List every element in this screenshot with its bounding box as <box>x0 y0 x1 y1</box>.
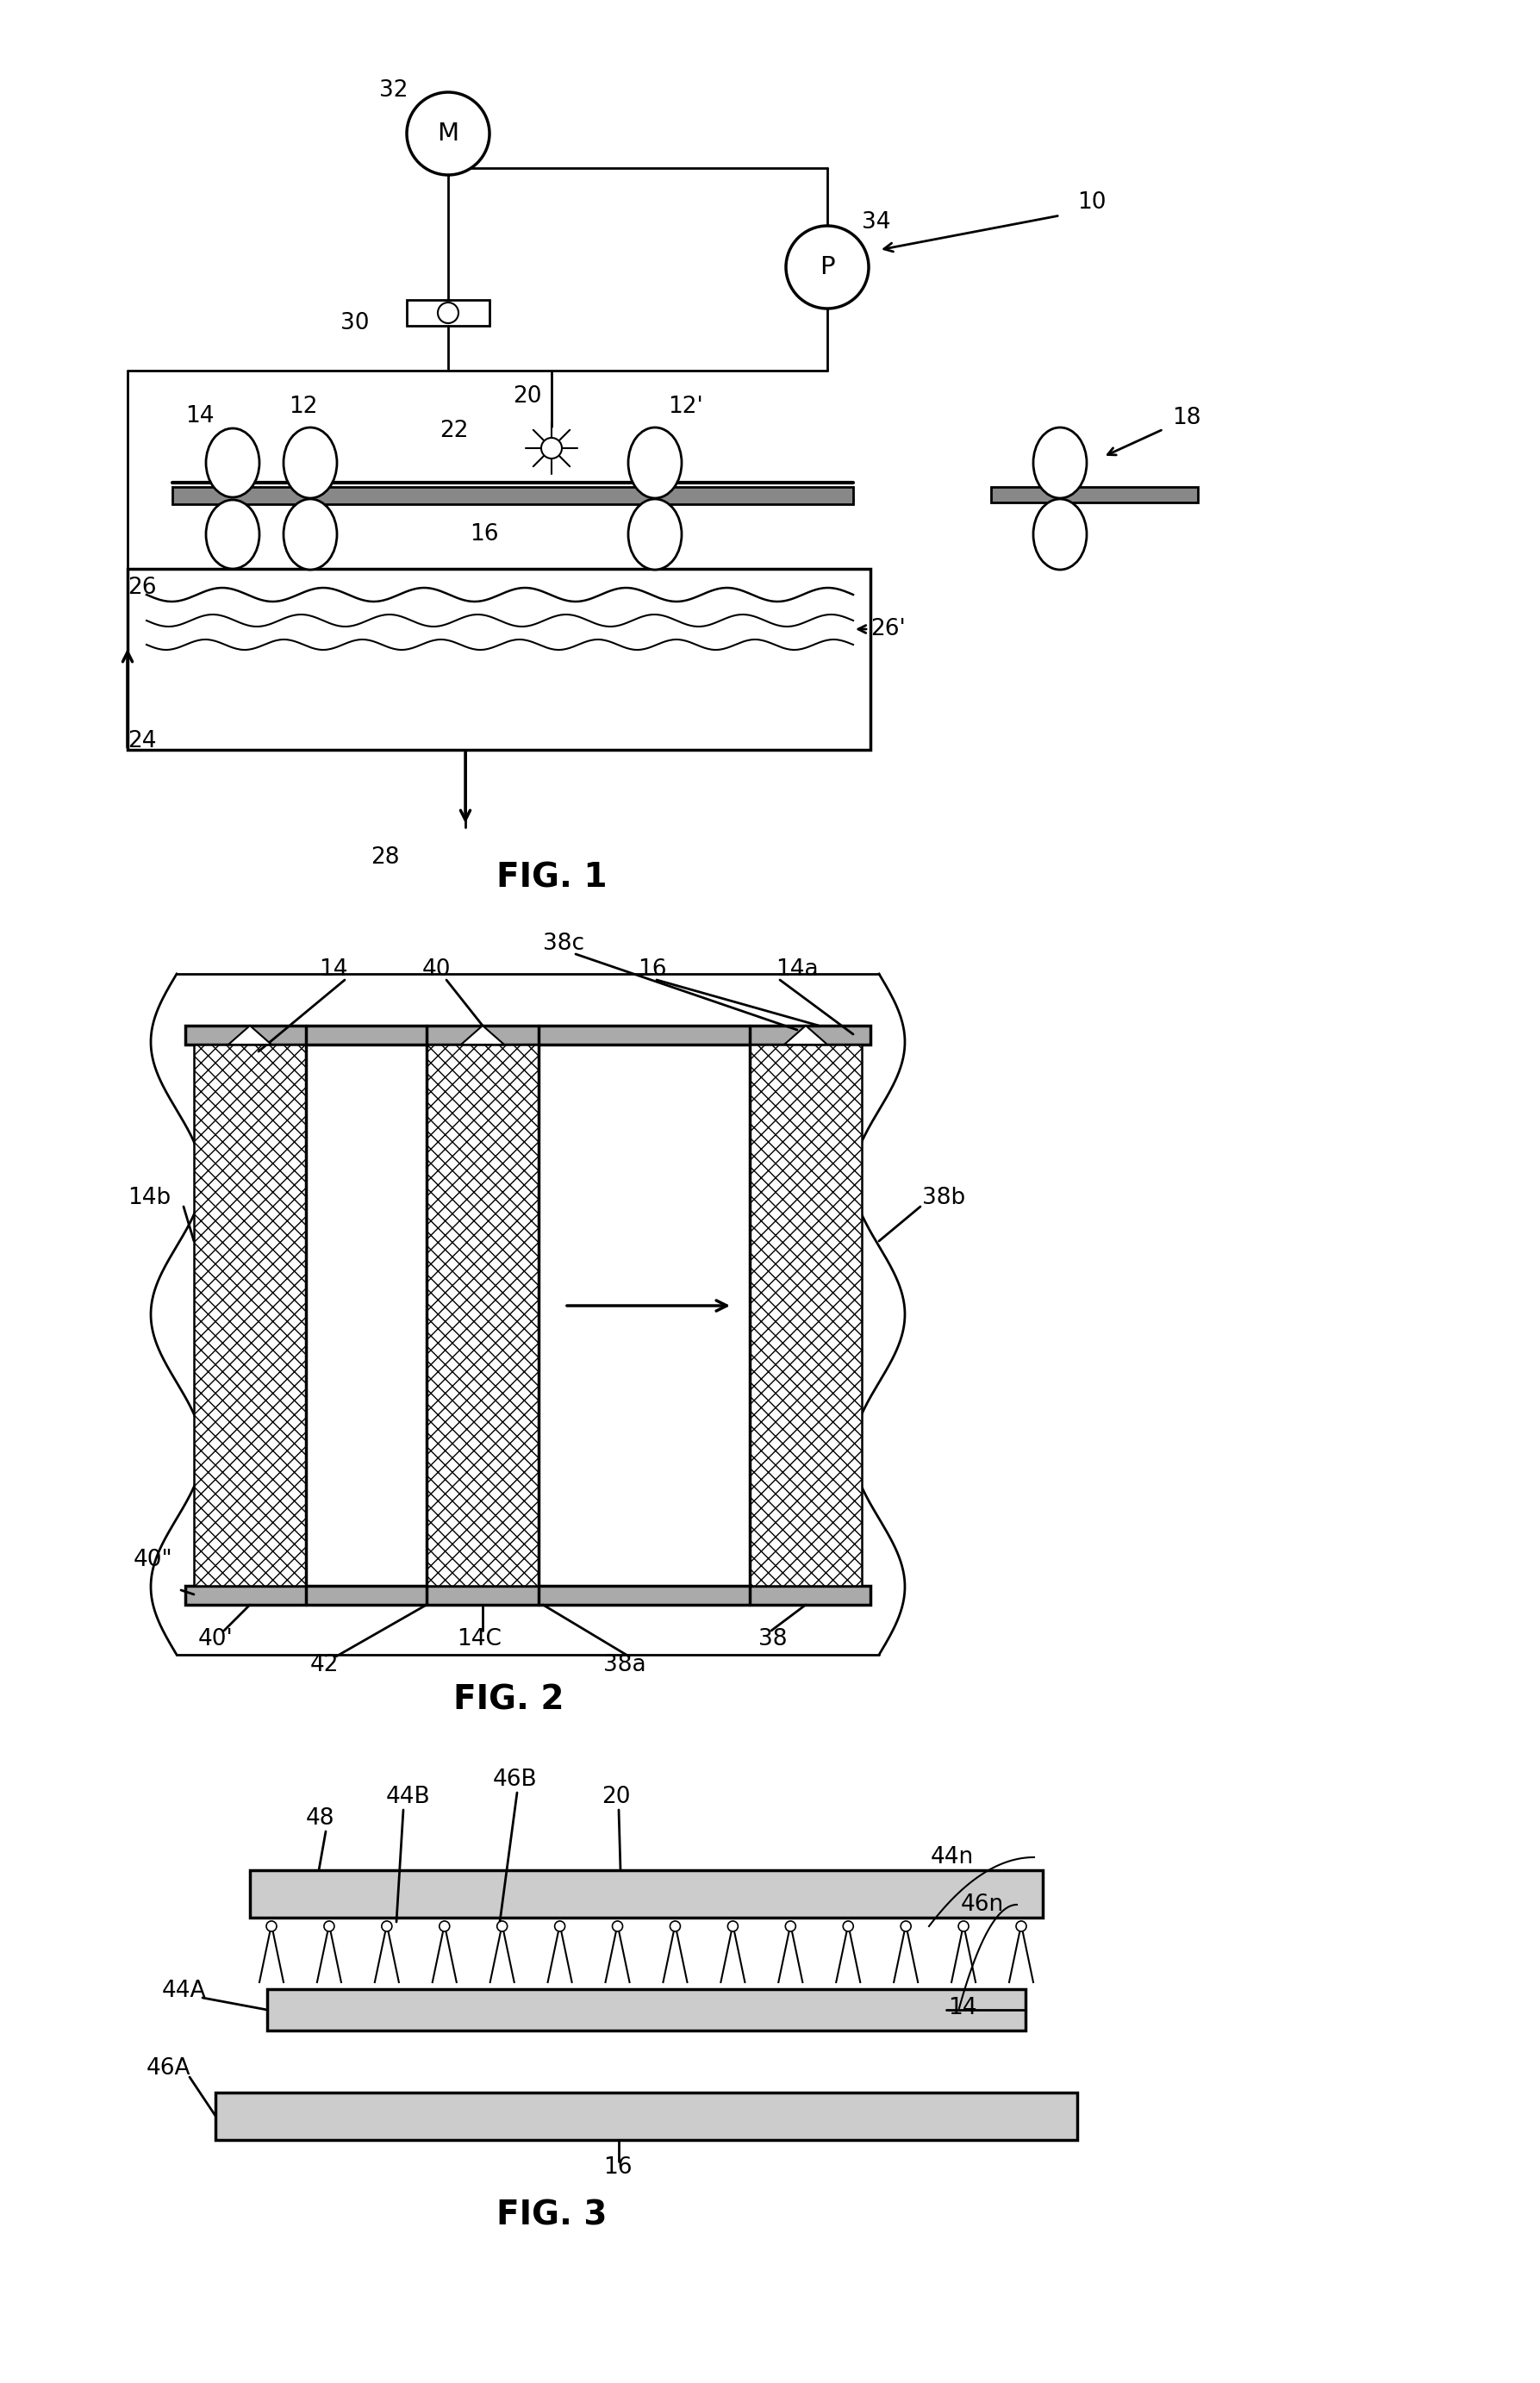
Text: 26: 26 <box>128 577 157 598</box>
Text: 46A: 46A <box>146 2057 191 2080</box>
Circle shape <box>323 1921 334 1930</box>
Text: 14b: 14b <box>128 1187 171 1208</box>
Circle shape <box>497 1921 507 1930</box>
Circle shape <box>437 303 459 324</box>
Text: 14C: 14C <box>457 1628 502 1651</box>
Text: 30: 30 <box>340 312 370 334</box>
Text: 40': 40' <box>199 1628 234 1651</box>
Text: 42: 42 <box>310 1654 339 1675</box>
Text: 26': 26' <box>870 617 906 641</box>
Text: 46n: 46n <box>961 1894 1004 1916</box>
Text: 40: 40 <box>422 958 451 982</box>
Text: 20: 20 <box>513 386 542 407</box>
Ellipse shape <box>628 498 682 570</box>
Circle shape <box>728 1921 738 1930</box>
Text: 20: 20 <box>602 1785 630 1809</box>
Circle shape <box>382 1921 393 1930</box>
Bar <box>266 1990 1026 2030</box>
Text: FIG. 2: FIG. 2 <box>453 1682 564 1716</box>
Bar <box>185 1585 870 1604</box>
Circle shape <box>670 1921 681 1930</box>
Text: 48: 48 <box>306 1806 334 1830</box>
Text: 28: 28 <box>371 846 399 870</box>
Text: 32: 32 <box>379 79 408 102</box>
Text: 14: 14 <box>185 405 214 427</box>
Circle shape <box>901 1921 912 1930</box>
Text: FIG. 3: FIG. 3 <box>496 2200 607 2230</box>
Text: 44n: 44n <box>930 1847 973 1868</box>
Bar <box>992 486 1198 503</box>
Ellipse shape <box>1033 498 1087 570</box>
Text: M: M <box>437 122 459 145</box>
Polygon shape <box>228 1025 271 1044</box>
Text: 34: 34 <box>862 212 890 234</box>
Polygon shape <box>784 1025 827 1044</box>
Bar <box>249 1871 1043 1918</box>
Bar <box>407 300 490 326</box>
Text: 18: 18 <box>1172 407 1201 429</box>
Text: 14: 14 <box>319 958 348 982</box>
Text: 44B: 44B <box>387 1785 431 1809</box>
Text: P: P <box>819 255 835 279</box>
Text: 38c: 38c <box>544 932 584 956</box>
Bar <box>128 570 870 751</box>
Circle shape <box>541 438 562 458</box>
Circle shape <box>842 1921 853 1930</box>
Text: 24: 24 <box>128 729 157 753</box>
Bar <box>172 486 853 505</box>
Text: 14a: 14a <box>776 958 818 982</box>
Text: 44A: 44A <box>162 1980 206 2002</box>
Text: 46B: 46B <box>493 1768 537 1792</box>
Circle shape <box>613 1921 622 1930</box>
Text: 16: 16 <box>638 958 667 982</box>
Ellipse shape <box>1033 427 1087 498</box>
Text: 38b: 38b <box>922 1187 966 1208</box>
Ellipse shape <box>206 500 259 570</box>
Text: 38: 38 <box>758 1628 787 1651</box>
Ellipse shape <box>628 427 682 498</box>
Bar <box>194 1044 306 1585</box>
Circle shape <box>1016 1921 1026 1930</box>
Ellipse shape <box>283 427 337 498</box>
Text: 16: 16 <box>470 524 499 546</box>
Text: FIG. 1: FIG. 1 <box>496 860 607 894</box>
Ellipse shape <box>283 498 337 570</box>
Ellipse shape <box>206 429 259 498</box>
Circle shape <box>958 1921 969 1930</box>
Text: 14: 14 <box>949 1997 976 2018</box>
Text: 40": 40" <box>134 1549 172 1570</box>
Circle shape <box>785 226 869 307</box>
Circle shape <box>785 1921 796 1930</box>
Circle shape <box>266 1921 277 1930</box>
Polygon shape <box>460 1025 504 1044</box>
Bar <box>185 1025 870 1044</box>
Bar <box>427 1044 539 1585</box>
Bar <box>216 2092 1076 2140</box>
Text: 12': 12' <box>668 396 702 417</box>
Text: 16: 16 <box>604 2157 631 2178</box>
Text: 22: 22 <box>439 419 468 443</box>
Text: 38a: 38a <box>604 1654 645 1675</box>
Circle shape <box>554 1921 565 1930</box>
Circle shape <box>439 1921 450 1930</box>
Text: 12: 12 <box>288 396 317 417</box>
Circle shape <box>407 93 490 174</box>
Text: 10: 10 <box>1076 191 1106 214</box>
Bar <box>750 1044 862 1585</box>
